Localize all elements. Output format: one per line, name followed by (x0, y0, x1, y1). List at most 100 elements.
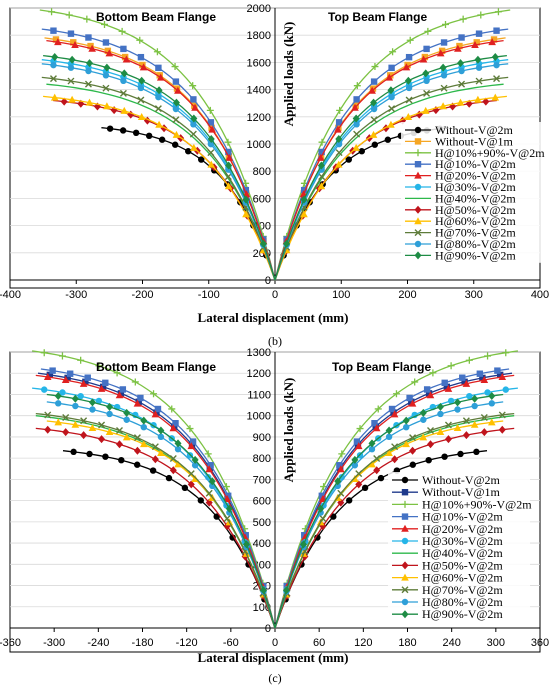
data-point (406, 36, 414, 44)
legend-entry: H@40%-V@2m (392, 546, 503, 560)
data-point (318, 148, 325, 156)
data-point (372, 424, 381, 432)
y-tick-label: 1000 (247, 411, 271, 423)
data-point (351, 103, 359, 111)
data-point (135, 398, 142, 405)
legend-entry: H@30%-V@2m (392, 534, 503, 548)
series-10 (41, 75, 509, 281)
legend-entry: H@70%-V@2m (392, 583, 503, 597)
data-point (120, 77, 127, 85)
legend-swatch-marker (414, 229, 422, 237)
data-point (154, 405, 162, 413)
data-point (390, 410, 399, 418)
data-point (419, 55, 428, 63)
x-tick-label: 120 (354, 637, 372, 649)
legend-swatch-marker (414, 126, 422, 134)
legend-swatch-marker (414, 149, 422, 157)
data-point (382, 124, 390, 133)
y-tick-label: 0 (265, 623, 271, 635)
data-point (79, 379, 88, 387)
data-point (102, 379, 109, 387)
data-point (134, 461, 141, 468)
data-point (388, 64, 395, 72)
data-point (462, 431, 470, 440)
x-tick-label: -60 (223, 637, 239, 649)
data-point (498, 372, 507, 380)
data-point (440, 39, 448, 46)
series-4 (40, 367, 510, 629)
data-point (155, 120, 163, 128)
data-point (314, 534, 321, 541)
legend-entry: H@50%-V@2m (392, 558, 503, 572)
legend-entry: H@80%-V@2m (405, 237, 516, 251)
data-point (190, 143, 198, 151)
data-point (138, 76, 146, 85)
data-point (465, 356, 473, 364)
x-tick-label: 100 (332, 289, 350, 301)
data-point (113, 369, 121, 377)
legend-label: H@20%-V@2m (422, 522, 503, 536)
data-point (222, 483, 230, 491)
data-point (118, 27, 126, 35)
data-point (491, 53, 499, 62)
data-point (318, 173, 326, 181)
data-point (157, 433, 165, 441)
data-point (50, 93, 59, 101)
data-point (441, 379, 448, 387)
legend-swatch-marker (401, 489, 409, 496)
data-point (337, 489, 345, 497)
data-point (207, 134, 215, 143)
data-point (122, 55, 131, 63)
data-point (377, 474, 385, 482)
data-point (87, 42, 94, 50)
y-tick-label: 1300 (247, 347, 271, 359)
data-point (443, 383, 451, 391)
data-point (368, 446, 376, 453)
data-point (46, 371, 54, 379)
data-point (457, 59, 464, 68)
data-point (187, 480, 195, 489)
data-point (154, 105, 162, 113)
caption-b: (b) (268, 334, 282, 348)
legend-swatch-marker (414, 205, 422, 214)
data-point (389, 48, 397, 56)
data-point (140, 423, 147, 431)
series-4 (41, 27, 509, 281)
data-point (317, 504, 325, 513)
data-point (459, 374, 466, 381)
data-point (475, 30, 483, 37)
data-point (242, 540, 250, 549)
data-point (493, 27, 500, 34)
data-point (65, 11, 73, 19)
y-tick-labels: 0100200300400500600700800900100011001200… (247, 347, 271, 635)
data-point (205, 489, 213, 497)
data-point (70, 448, 77, 456)
data-point (80, 431, 88, 440)
data-point (71, 420, 80, 428)
data-point (459, 15, 467, 23)
data-point (132, 129, 140, 137)
data-point (50, 61, 57, 69)
data-point (95, 362, 103, 370)
data-point (260, 586, 268, 595)
data-point (174, 439, 182, 448)
data-point (471, 394, 479, 403)
annotation-bottom-flange: Bottom Beam Flange (96, 10, 216, 24)
data-point (473, 448, 480, 456)
data-point (385, 448, 393, 456)
data-point (429, 369, 437, 377)
legend-label: H@50%-V@2m (422, 558, 503, 572)
data-point (456, 42, 463, 50)
legend-entry: H@70%-V@2m (405, 226, 516, 240)
data-point (105, 428, 114, 436)
legend-swatch-marker (414, 138, 422, 145)
data-point (174, 86, 182, 94)
legend-label: H@10%-V@2m (422, 510, 503, 524)
data-point (88, 398, 96, 407)
data-point (106, 125, 114, 132)
data-point (423, 77, 430, 85)
legend-label: H@30%-V@2m (435, 180, 516, 194)
data-point (493, 75, 501, 83)
data-point (102, 453, 109, 460)
data-point (402, 416, 410, 425)
